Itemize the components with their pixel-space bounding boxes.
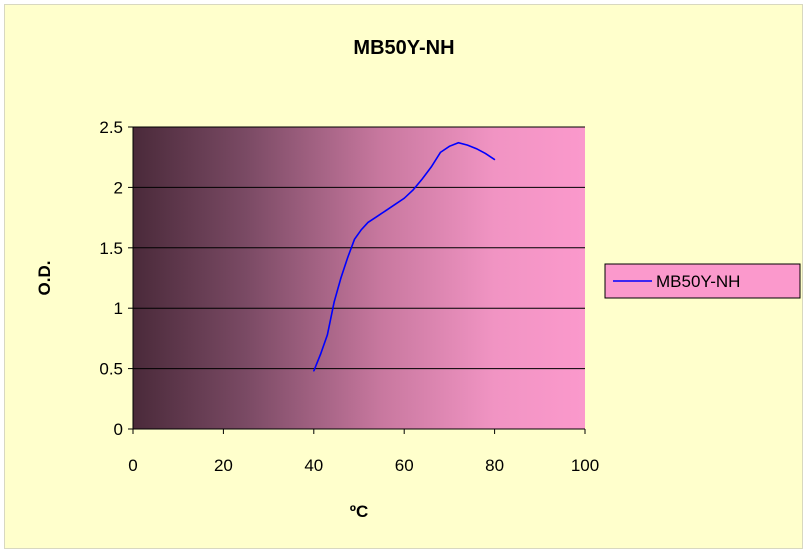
data-point-2 <box>326 334 328 336</box>
x-axis-ticks: 0 20 40 60 80 100 <box>128 429 599 475</box>
plot-area <box>133 127 585 429</box>
data-point-6 <box>353 238 356 240</box>
data-point-15 <box>430 166 432 168</box>
data-point-3 <box>333 301 335 303</box>
data-point-17 <box>448 145 450 147</box>
data-point-9 <box>376 215 378 217</box>
data-point-22 <box>494 159 496 161</box>
x-tick-label-1: 20 <box>214 456 233 475</box>
y-axis-title: O.D. <box>35 261 54 296</box>
y-tick-label-1: 0.5 <box>99 360 123 379</box>
data-point-1 <box>319 353 322 355</box>
data-point-10 <box>385 209 387 211</box>
data-point-14 <box>421 178 423 180</box>
data-point-16 <box>439 151 441 153</box>
data-point-11 <box>394 203 396 205</box>
y-tick-label-4: 2 <box>114 178 123 197</box>
gridlines <box>133 126 585 370</box>
legend: MB50Y-NH <box>604 263 801 299</box>
data-point-7 <box>360 229 362 231</box>
data-point-8 <box>367 221 369 224</box>
data-point-18 <box>457 142 460 144</box>
data-point-19 <box>466 144 469 146</box>
series-points <box>313 142 496 372</box>
data-point-13 <box>412 189 414 191</box>
legend-series-label: MB50Y-NH <box>656 272 740 291</box>
x-tick-label-3: 60 <box>395 456 414 475</box>
x-tick-label-2: 40 <box>304 456 323 475</box>
data-point-5 <box>347 256 349 259</box>
x-tick-label-0: 0 <box>128 456 137 475</box>
y-axis-ticks: 0 0.5 1 1.5 2 2.5 <box>99 118 133 439</box>
chart-title: MB50Y-NH <box>353 37 454 59</box>
data-point-4 <box>340 277 342 279</box>
x-tick-label-5: 100 <box>571 456 599 475</box>
data-point-0 <box>313 370 315 372</box>
data-point-12 <box>403 197 405 199</box>
y-tick-label-5: 2.5 <box>99 118 123 137</box>
y-tick-label-2: 1 <box>114 299 123 318</box>
data-point-20 <box>475 148 478 150</box>
x-tick-label-4: 80 <box>485 456 504 475</box>
data-point-21 <box>484 152 487 155</box>
y-tick-label-3: 1.5 <box>99 239 123 258</box>
x-axis-title: ºC <box>350 502 369 521</box>
y-tick-label-0: 0 <box>114 420 123 439</box>
